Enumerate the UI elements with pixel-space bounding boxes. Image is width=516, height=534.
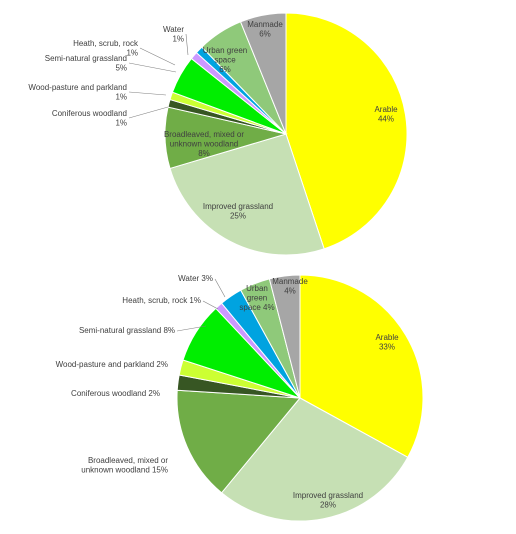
pie-2-slice-manmade (268, 274, 301, 399)
pie-1-label-line: 5% (115, 64, 127, 73)
pie-2-leader-heath-scrub-rock (202, 300, 219, 310)
pie-1-label-line: 25% (230, 212, 246, 221)
pie-2-label-line: Urban (246, 284, 268, 293)
pie-1-label-manmade: Manmade 6% (247, 20, 283, 39)
pie-2-label-improved-grassland: Improved grassland 28% (293, 491, 363, 510)
pie-1-label-water: Water 1% (163, 25, 184, 44)
pie-2-label-line: green (247, 294, 267, 303)
pie-1-label-line: Semi-natural grassland (45, 54, 127, 63)
pie-2-label-line: space 4% (239, 303, 274, 312)
pie-2-label-line: 33% (379, 343, 395, 352)
pie-2-label-semi-natural-grassland: Semi-natural grassland 8% (79, 326, 175, 335)
pie-2-label-line: Heath, scrub, rock 1% (122, 296, 201, 305)
pie-1-leader-water (185, 33, 189, 56)
pie-1-label-improved-grassland: Improved grassland 25% (203, 202, 273, 221)
pie-1-label-line: 1% (115, 93, 127, 102)
pie-2-label-line: 4% (284, 287, 296, 296)
pie-1-label-line: 44% (378, 115, 394, 124)
pie-2-slice-improved-grassland (220, 397, 409, 522)
pie-2-label-line: Broadleaved, mixed or (88, 456, 168, 465)
pie-1-label-semi-natural-grassland: Semi-natural grassland 5% (45, 54, 127, 73)
pie-1-label-arable: Arable 44% (374, 105, 398, 124)
pie-1-label-line: Coniferous woodland (52, 109, 127, 118)
pie-1-label-line: Heath, scrub, rock (73, 39, 139, 48)
pie-1-label-heath-scrub-rock: Heath, scrub, rock 1% (73, 39, 139, 58)
pie-2-label-heath-scrub-rock: Heath, scrub, rock 1% (122, 296, 201, 305)
pie-1-label-line: 8% (198, 149, 210, 158)
pie-1-label-line: unknown woodland (170, 140, 239, 149)
pie-1-leader-wood-pasture-and-parkland (128, 91, 167, 96)
pie-2-label-line: Arable (375, 333, 399, 342)
pie-1-label-line: 6% (259, 30, 271, 39)
pie-1-label-line: 1% (172, 35, 184, 44)
pie-2-slice-broadleaved-mixed-or-unknown-woodland (176, 389, 302, 494)
pie-2-leader-semi-natural-grassland (176, 325, 207, 332)
pie-1-label-urban-green-space: Urban green space 6% (203, 46, 247, 74)
pie-2-label-line: 28% (320, 501, 336, 510)
pie-1-label-line: Arable (374, 105, 398, 114)
pie-1-label-line: 1% (126, 49, 138, 58)
pie-1-label-line: Broadleaved, mixed or (164, 130, 244, 139)
pie-2-label-urban-green-space: Urban green space 4% (239, 284, 274, 312)
pie-2-label-arable: Arable 33% (375, 333, 399, 352)
pie-2-label-manmade: Manmade 4% (272, 277, 308, 296)
pie-2-label-line: Coniferous woodland 2% (71, 389, 160, 398)
pie-2-label-line: Semi-natural grassland 8% (79, 326, 175, 335)
pie-2-slice-arable (299, 274, 424, 458)
pie-2-label-coniferous-woodland: Coniferous woodland 2% (71, 389, 160, 398)
pie-2-label-wood-pasture-and-parkland: Wood-pasture and parkland 2% (56, 360, 168, 369)
pie-1-label-coniferous-woodland: Coniferous woodland 1% (52, 109, 127, 128)
pie-2-label-water: Water 3% (178, 274, 213, 283)
pie-2-leader-water (214, 278, 226, 298)
pie-chart-2: Arable 33% Improved grassland 28% Broadleave… (56, 274, 424, 522)
pie-1-slice-improved-grassland (169, 133, 325, 256)
pie-2-label-line: unknown woodland 15% (81, 466, 168, 475)
pie-1-label-line: Wood-pasture and parkland (28, 83, 127, 92)
pie-1-label-line: 6% (219, 65, 231, 74)
pie-1-label-line: Manmade (247, 20, 283, 29)
pie-1-leader-heath-scrub-rock (139, 47, 176, 66)
pie-1-label-wood-pasture-and-parkland: Wood-pasture and parkland 1% (28, 83, 127, 102)
pie-1-label-line: space (214, 56, 236, 65)
pie-2-label-broadleaved-mixed-or-unknown-woodland: Broadleaved, mixed or unknown woodland 15… (81, 456, 168, 475)
pie-1-label-line: Improved grassland (203, 202, 273, 211)
pie-2-label-line: Wood-pasture and parkland 2% (56, 360, 168, 369)
pie-1-label-broadleaved-mixed-or-unknown-woodland: Broadleaved, mixed or unknown woodland 8% (164, 130, 244, 158)
pie-chart-1: Arable 44% Improved grassland 25% Broadleave… (28, 12, 408, 256)
pie-1-slice-arable (285, 12, 408, 250)
pie-2-label-line: Water 3% (178, 274, 213, 283)
pie-1-leader-coniferous-woodland (128, 106, 169, 119)
pie-1-slice-manmade (239, 12, 287, 135)
pie-1-label-line: 1% (115, 119, 127, 128)
pie-2-label-line: Improved grassland (293, 491, 363, 500)
pie-1-leader-semi-natural-grassland (128, 62, 177, 73)
pie-2-label-line: Manmade (272, 277, 308, 286)
pie-1-label-line: Water (163, 25, 184, 34)
pie-1-label-line: Urban green (203, 46, 247, 55)
